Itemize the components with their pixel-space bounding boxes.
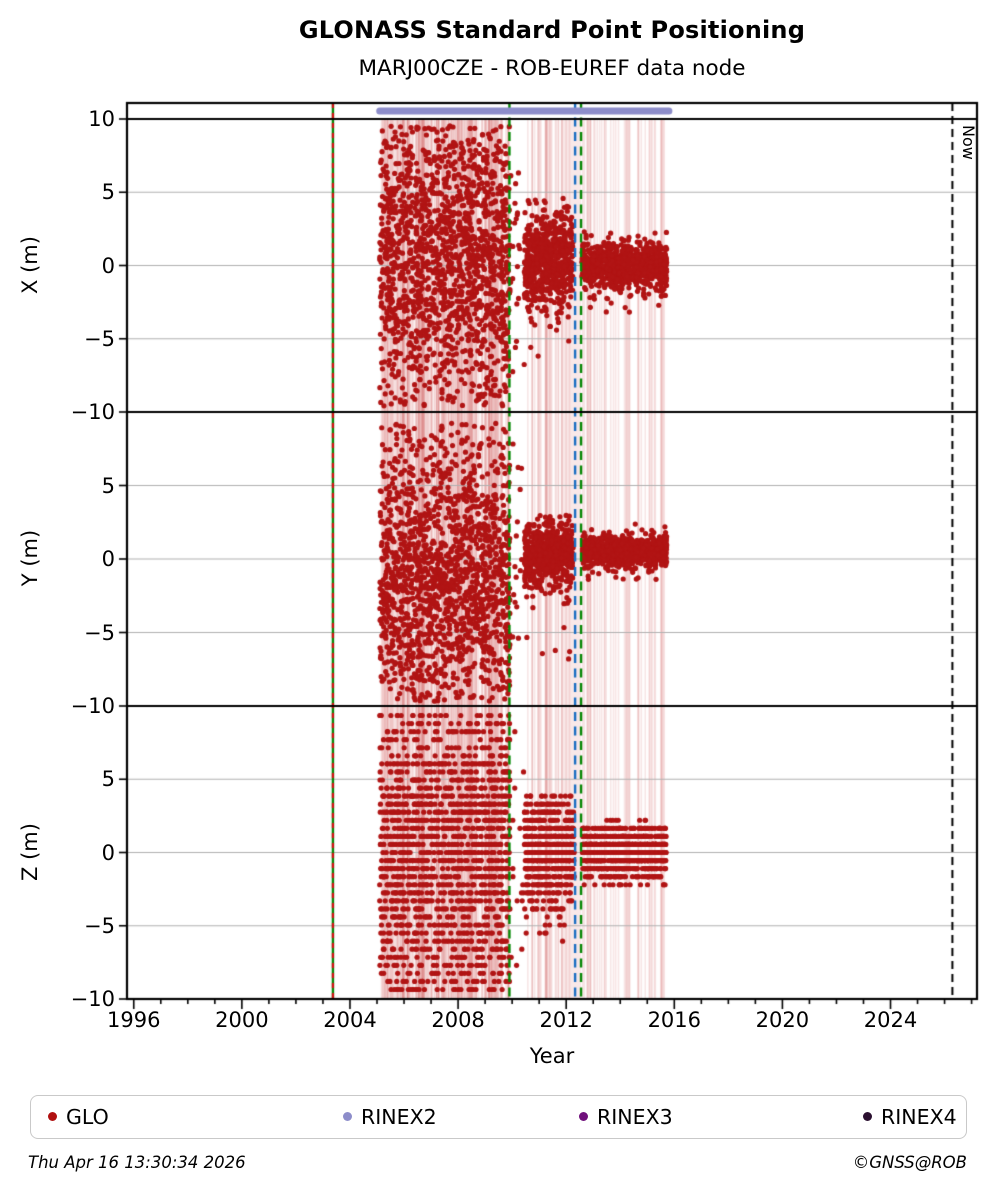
x-tick-label: 2020 (755, 1008, 810, 1032)
credit-text: ©GNSS@ROB (852, 1153, 967, 1172)
plot-canvas (0, 0, 997, 1075)
plot-timestamp: Thu Apr 16 13:30:34 2026 (28, 1153, 246, 1172)
y-tick-label: 5 (101, 473, 115, 498)
x-tick-label: 2000 (215, 1008, 269, 1032)
y-axis-label-x: X (m) (18, 236, 42, 294)
x-tick-label: 2008 (431, 1008, 485, 1032)
y-tick-label: −5 (84, 326, 115, 351)
now-label: Now (959, 125, 978, 160)
legend-label-glo: GLO (66, 1104, 109, 1129)
glo-marker-icon (48, 1112, 57, 1121)
chart-title: GLONASS Standard Point Positioning (298, 16, 806, 44)
legend-item-rinex2: RINEX2 (343, 1096, 437, 1137)
legend-item-rinex4: RINEX4 (863, 1096, 957, 1137)
x-tick-label: 2016 (647, 1008, 702, 1032)
y-tick-label: −5 (84, 620, 115, 645)
x-tick-label: 2024 (863, 1008, 918, 1032)
legend-item-glo: GLO (48, 1096, 109, 1137)
legend-label-rinex3: RINEX3 (597, 1104, 673, 1129)
x-axis-title: Year (529, 1044, 575, 1068)
rinex4-marker-icon (863, 1112, 872, 1121)
y-tick-label: 5 (101, 767, 115, 792)
y-tick-label: 5 (101, 180, 115, 205)
y-tick-label: −10 (70, 694, 115, 718)
x-tick-label: 2004 (323, 1008, 377, 1032)
x-tick-label: 2012 (539, 1008, 593, 1032)
legend-label-rinex4: RINEX4 (881, 1104, 957, 1129)
y-tick-label: 0 (101, 253, 115, 278)
legend-item-rinex3: RINEX3 (579, 1096, 673, 1137)
x-tick-label: 1996 (107, 1008, 161, 1032)
y-tick-label: −10 (70, 987, 115, 1011)
legend-label-rinex2: RINEX2 (361, 1104, 437, 1129)
y-axis-label-y: Y (m) (18, 529, 42, 587)
y-tick-label: 0 (101, 547, 115, 571)
legend-box: GLO RINEX2 RINEX3 RINEX4 (30, 1095, 967, 1139)
y-tick-label: 10 (88, 107, 115, 131)
y-tick-label: 0 (101, 840, 115, 865)
rinex2-marker-icon (343, 1112, 352, 1121)
y-tick-label: −5 (84, 913, 115, 938)
chart-subtitle: MARJ00CZE - ROB-EUREF data node (358, 56, 746, 81)
y-axis-label-z: Z (m) (18, 823, 42, 881)
y-tick-label: −10 (70, 400, 115, 424)
rinex3-marker-icon (579, 1112, 588, 1121)
